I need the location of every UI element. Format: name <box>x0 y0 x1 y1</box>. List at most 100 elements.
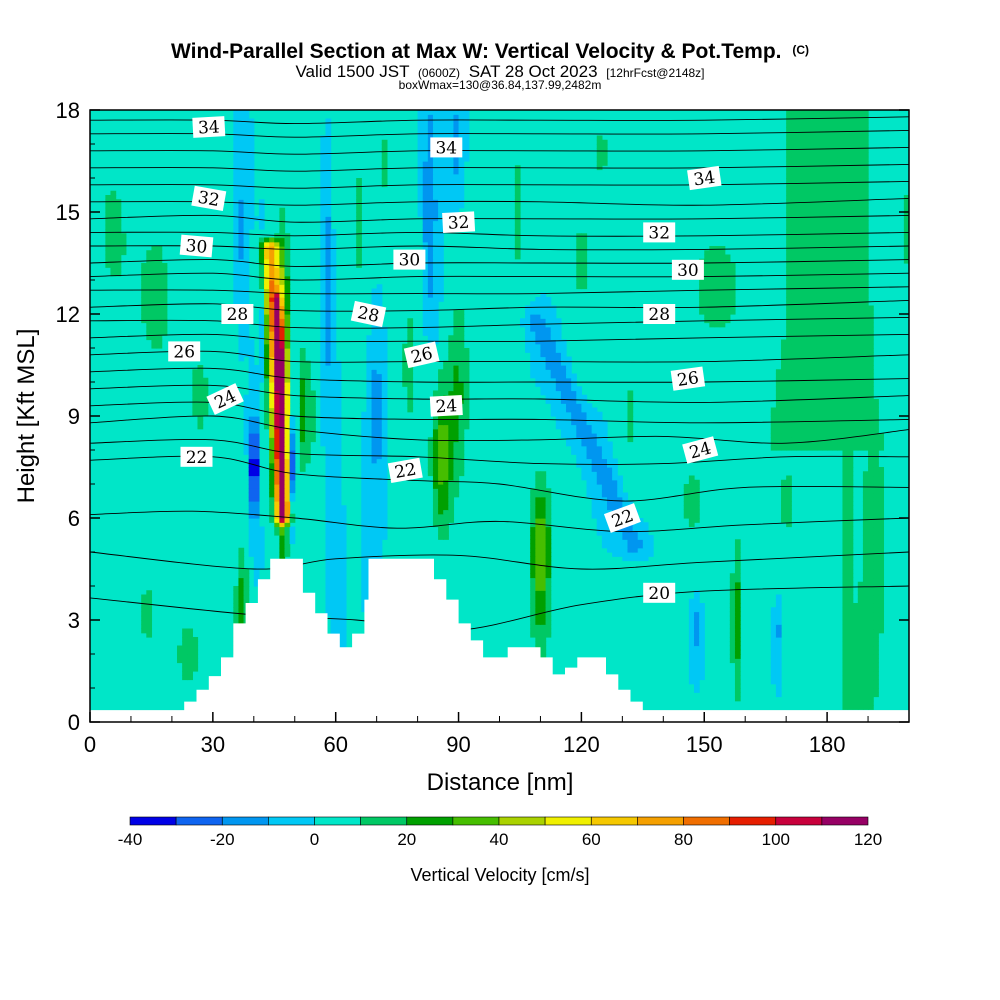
velocity-cell <box>837 186 844 192</box>
velocity-cell <box>238 220 245 226</box>
velocity-cell <box>448 190 455 196</box>
velocity-cell <box>540 292 547 298</box>
velocity-cell <box>796 420 803 426</box>
velocity-cell <box>842 450 849 455</box>
velocity-cell <box>622 496 629 502</box>
velocity-cell <box>827 220 833 226</box>
velocity-cell <box>581 420 588 426</box>
velocity-cell <box>847 705 854 710</box>
velocity-cell <box>381 467 388 472</box>
velocity-cell <box>868 628 874 634</box>
velocity-cell <box>279 229 286 234</box>
velocity-cell <box>857 195 864 200</box>
velocity-cell <box>279 399 286 404</box>
velocity-cell <box>422 224 429 230</box>
velocity-cell <box>289 433 296 438</box>
velocity-cell <box>694 637 700 642</box>
velocity-cell <box>438 437 444 443</box>
velocity-cell <box>535 509 542 515</box>
velocity-cell <box>842 216 849 222</box>
velocity-cell <box>622 543 629 549</box>
velocity-cell <box>274 458 280 464</box>
velocity-cell <box>438 212 444 217</box>
velocity-cell <box>279 377 286 383</box>
velocity-cell <box>873 526 879 532</box>
velocity-cell <box>258 237 265 243</box>
velocity-cell <box>376 335 383 341</box>
velocity-cell <box>852 169 859 175</box>
velocity-cell <box>448 186 455 192</box>
velocity-cell <box>325 518 332 523</box>
velocity-cell <box>729 275 736 281</box>
velocity-cell <box>601 505 608 511</box>
velocity-cell <box>596 492 603 498</box>
velocity-cell <box>878 471 885 477</box>
velocity-cell <box>596 501 603 506</box>
velocity-cell <box>340 535 347 540</box>
velocity-cell <box>545 318 552 324</box>
velocity-cell <box>811 339 818 345</box>
velocity-cell <box>540 620 547 625</box>
subtitle-date: SAT 28 Oct 2023 <box>469 62 598 81</box>
velocity-cell <box>827 309 833 315</box>
velocity-cell <box>427 263 434 268</box>
velocity-cell <box>335 475 342 481</box>
velocity-cell <box>269 496 275 502</box>
velocity-cell <box>264 322 270 328</box>
velocity-cell <box>115 203 122 209</box>
velocity-cell <box>709 292 716 298</box>
velocity-cell <box>878 543 885 549</box>
velocity-cell <box>868 314 874 319</box>
velocity-cell <box>427 288 434 294</box>
velocity-cell <box>862 229 869 234</box>
velocity-cell <box>821 305 828 311</box>
velocity-cell <box>335 624 342 630</box>
velocity-cell <box>601 428 608 434</box>
velocity-cell <box>320 280 327 285</box>
velocity-cell <box>842 267 849 273</box>
velocity-cell <box>832 241 838 247</box>
velocity-cell <box>560 386 567 392</box>
velocity-cell <box>581 441 588 447</box>
velocity-cell <box>182 675 188 681</box>
velocity-cell <box>253 467 260 472</box>
velocity-cell <box>284 335 291 341</box>
velocity-cell <box>781 509 787 515</box>
velocity-cell <box>192 382 199 387</box>
velocity-cell <box>279 271 286 277</box>
velocity-cell <box>381 326 388 332</box>
velocity-cell <box>811 343 818 349</box>
velocity-cell <box>878 535 885 540</box>
velocity-cell <box>325 467 332 472</box>
velocity-cell <box>627 407 634 413</box>
velocity-cell <box>269 297 275 302</box>
velocity-cell <box>335 365 342 370</box>
velocity-cell <box>796 190 803 196</box>
velocity-cell <box>514 237 521 243</box>
velocity-cell <box>381 505 388 511</box>
velocity-cell <box>110 229 117 234</box>
velocity-cell <box>371 539 378 545</box>
velocity-cell <box>514 229 521 234</box>
velocity-cell <box>284 390 291 396</box>
velocity-cell <box>852 292 859 298</box>
velocity-cell <box>299 450 306 455</box>
velocity-cell <box>274 309 280 315</box>
velocity-cell <box>642 530 649 536</box>
velocity-cell <box>571 394 577 400</box>
velocity-cell <box>274 526 280 532</box>
velocity-cell <box>330 522 337 528</box>
velocity-cell <box>156 322 163 328</box>
velocity-cell <box>325 182 332 188</box>
velocity-cell <box>320 267 327 273</box>
velocity-cell <box>376 513 383 519</box>
velocity-cell <box>422 275 429 281</box>
velocity-cell <box>734 586 741 591</box>
velocity-cell <box>811 229 818 234</box>
velocity-cell <box>545 518 552 523</box>
velocity-cell <box>596 522 603 528</box>
velocity-cell <box>177 649 183 655</box>
velocity-cell <box>868 560 874 566</box>
velocity-cell <box>279 403 286 409</box>
velocity-cell <box>816 207 823 213</box>
